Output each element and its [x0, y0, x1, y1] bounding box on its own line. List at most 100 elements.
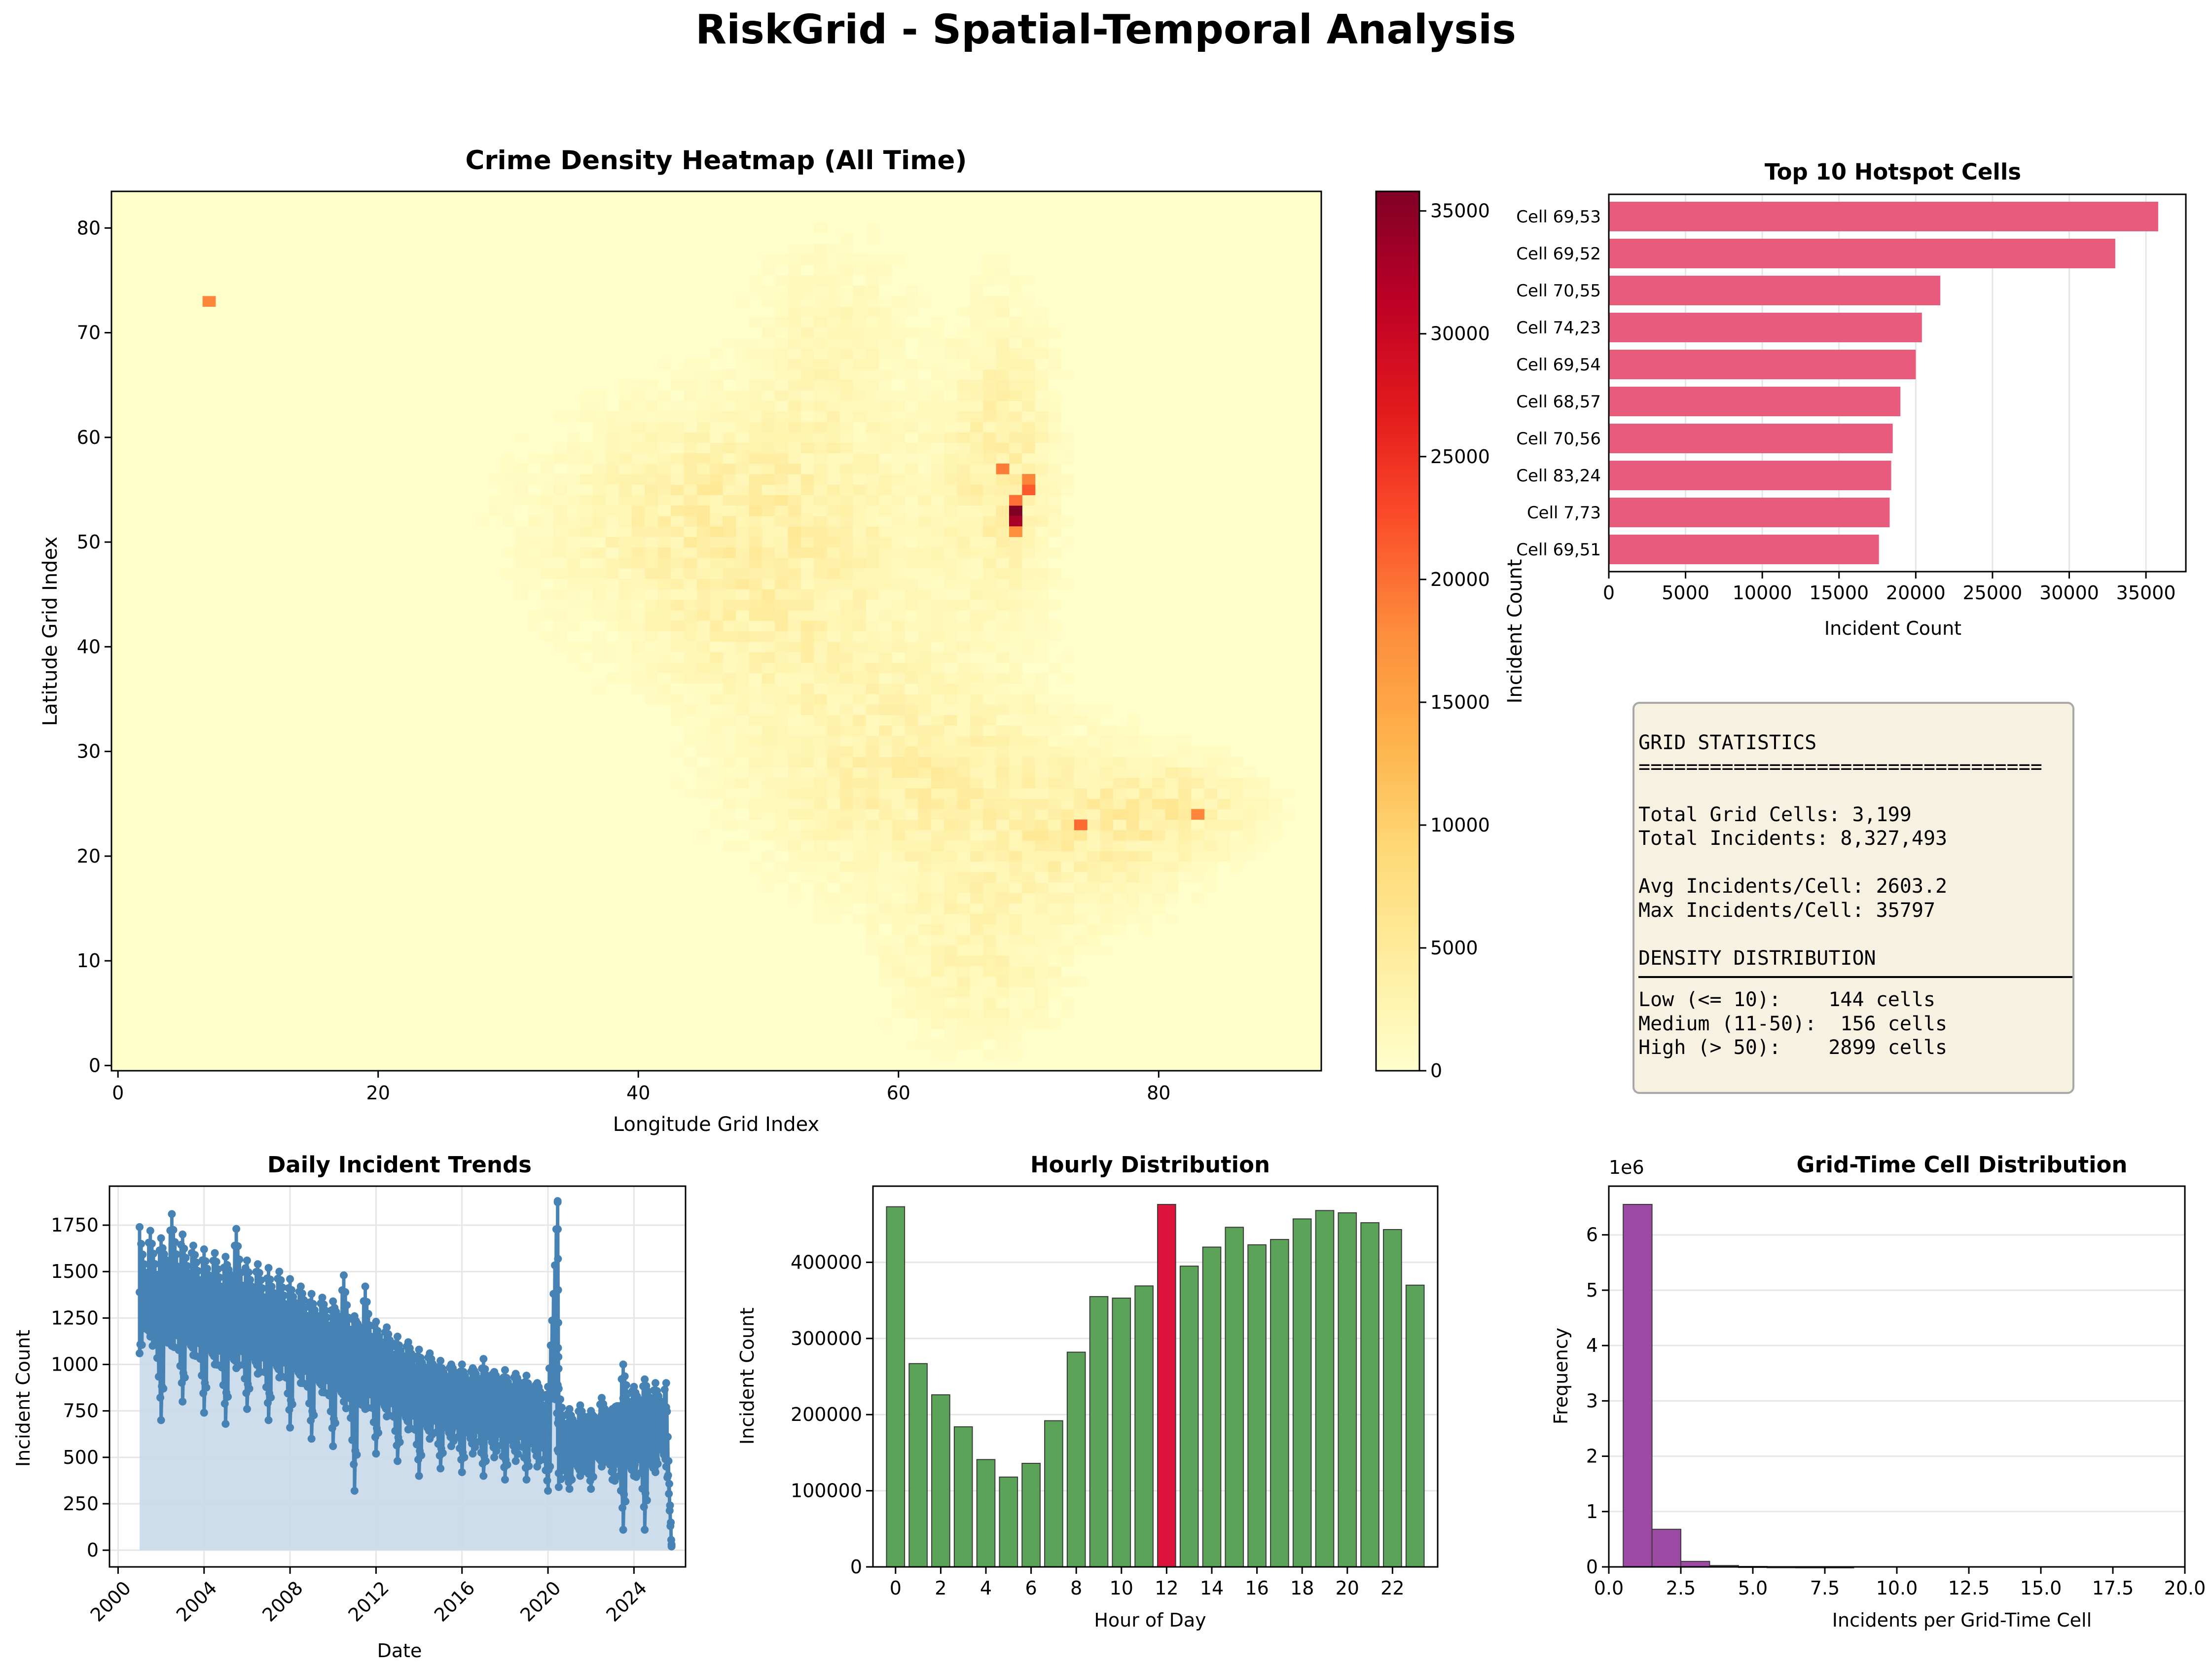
heatmap-cell [1178, 735, 1192, 747]
heatmap-cell [970, 715, 983, 726]
trend-point [503, 1460, 511, 1469]
heatmap-cell [892, 861, 906, 872]
heatmap-cell [1061, 725, 1075, 736]
heatmap-cell [879, 620, 893, 631]
heatmap-cell [736, 390, 749, 401]
heatmap-cell [1126, 757, 1140, 767]
heatmap-cell [632, 673, 645, 684]
heatmap-cell [749, 788, 762, 799]
heatmap-cell [696, 516, 710, 527]
heatmap-cell [970, 1039, 983, 1051]
heatmap-cell [749, 474, 762, 485]
heatmap-cell [696, 788, 710, 799]
heatmap-cell [1048, 348, 1061, 360]
heatmap-cell [749, 673, 762, 684]
heatmap-cell [684, 641, 697, 653]
trend-point [407, 1349, 416, 1358]
heatmap-cell [1204, 830, 1218, 841]
heatmap-cell [645, 390, 658, 401]
heatmap-cell [1009, 296, 1022, 307]
heatmap-cell [1048, 987, 1061, 998]
heatmap-cell [1074, 830, 1088, 841]
heatmap-cell [1061, 579, 1075, 590]
heatmap-cell [696, 725, 710, 736]
heatmap-cell [931, 327, 944, 338]
heatmap-cell [1087, 725, 1101, 736]
trend-point [396, 1438, 404, 1446]
heatmap-cell [905, 997, 918, 1009]
heatmap-cell [1087, 882, 1101, 893]
heatmap-cell [996, 955, 1010, 967]
heatmap-cell [749, 484, 762, 496]
heatmap-cell [618, 442, 632, 454]
heatmap-cell [1048, 725, 1061, 736]
trend-point [554, 1364, 563, 1373]
heatmap-cell [957, 871, 971, 883]
heatmap-cell [840, 264, 853, 276]
heatmap-cell [736, 411, 749, 422]
heatmap-cell [1048, 840, 1061, 851]
heatmap-cell [1022, 861, 1036, 872]
heatmap-cell [749, 767, 762, 778]
heatmap-cell [645, 652, 658, 663]
heatmap-cell [996, 1029, 1010, 1040]
heatmap-cell [749, 715, 762, 726]
heatmap-cell [983, 264, 997, 276]
heatmap-cell [853, 359, 867, 370]
heatmap-cell [814, 683, 828, 694]
trend-point [453, 1378, 462, 1386]
heatmap-cell [696, 484, 710, 496]
heatmap-cell [840, 432, 853, 443]
trend-point [212, 1258, 220, 1266]
heatmap-cell [996, 495, 1010, 506]
heatmap-cell [632, 505, 645, 516]
heatmap-cell [892, 987, 906, 998]
heatmap-cell [541, 516, 554, 527]
heatmap-cell [1009, 359, 1022, 370]
heatmap-cell [983, 725, 997, 736]
heatmap-cell [553, 589, 567, 600]
heatmap-cell [710, 442, 724, 454]
heatmap-cell [553, 599, 567, 611]
heatmap-cell [970, 830, 983, 841]
heatmap-cell [671, 516, 685, 527]
heatmap-cell [645, 568, 658, 579]
heatmap-cell [1087, 840, 1101, 851]
heatmap-cell [814, 505, 828, 516]
heatmap-cell [671, 474, 685, 485]
heatmap-cell [671, 599, 685, 611]
heatmap-cell [892, 851, 906, 862]
trend-point [621, 1497, 630, 1506]
heatmap-cell [827, 505, 840, 516]
heatmap-cell [723, 526, 736, 537]
trend-point [560, 1460, 568, 1469]
heatmap-cell [528, 568, 541, 579]
heatmap-cell [827, 495, 840, 506]
trend-point [318, 1293, 326, 1302]
heatmap-cell [892, 254, 906, 265]
trend-point [634, 1445, 642, 1453]
heatmap-cell [905, 798, 918, 809]
heatmap-cell [853, 704, 867, 715]
heatmap-cell [814, 264, 828, 276]
histogram-ytick-label: 5 [1586, 1279, 1598, 1301]
heatmap-cell [918, 338, 932, 349]
heatmap-cell [879, 526, 893, 537]
heatmap-cell [788, 547, 801, 558]
hotspot-xtick-label: 15000 [1809, 582, 1869, 604]
heatmap-cell [1022, 830, 1036, 841]
heatmap-cell [840, 359, 853, 370]
heatmap-cell [879, 306, 893, 318]
heatmap-cell [918, 537, 932, 548]
heatmap-cell [840, 798, 853, 809]
heatmap-cell [1035, 673, 1049, 684]
heatmap-cell [1100, 777, 1114, 789]
heatmap-cell [1009, 735, 1022, 747]
heatmap-cell [1269, 788, 1283, 799]
heatmap-cell [723, 400, 736, 412]
heatmap-cell [580, 579, 593, 590]
trend-point [438, 1449, 447, 1457]
heatmap-cell [983, 945, 997, 956]
heatmap-cell [657, 599, 671, 611]
heatmap-cell [1035, 338, 1049, 349]
